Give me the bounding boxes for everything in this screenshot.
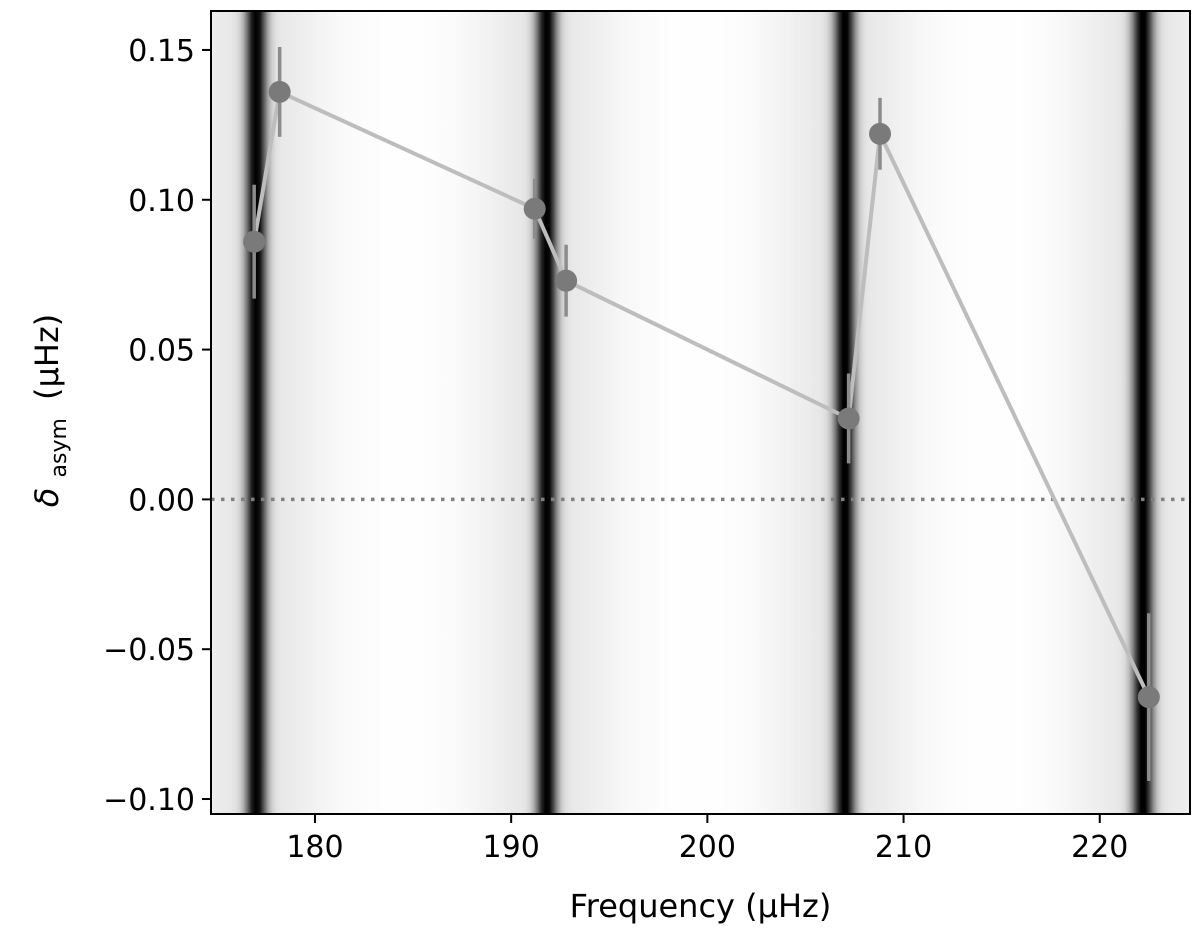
data-point (243, 230, 266, 253)
y-axis-label-symbol: δ (28, 488, 66, 508)
y-tick-label: 0.00 (128, 483, 195, 518)
density-gradient (211, 11, 1190, 814)
y-tick-label: −0.10 (103, 783, 195, 818)
density-background (211, 11, 1190, 814)
data-point (1137, 686, 1160, 709)
x-tick-label: 200 (679, 830, 736, 865)
y-axis-label-unit: (μHz) (28, 314, 66, 400)
x-axis: 180 190 200 210 220 (286, 814, 1128, 865)
plot-area (210, 10, 1191, 815)
y-tick-label: 0.05 (128, 334, 195, 369)
x-tick-label: 210 (875, 830, 932, 865)
y-axis-label-subscript: asym (47, 418, 72, 477)
x-axis-label: Frequency (μHz) (570, 887, 832, 925)
y-axis-label: δ asym (μHz) (28, 314, 74, 508)
x-tick-label: 180 (286, 830, 343, 865)
plot-frame (210, 10, 1191, 815)
y-tick-label: 0.15 (128, 34, 195, 69)
x-tick-label: 190 (483, 830, 540, 865)
data-point (555, 269, 578, 292)
y-tick-label: −0.05 (103, 633, 195, 668)
series-layer (243, 46, 1160, 782)
y-axis: 0.15 0.10 0.05 0.00 −0.05 −0.10 (103, 34, 211, 818)
data-point (869, 122, 892, 145)
x-tick-label: 220 (1071, 830, 1128, 865)
data-point (268, 80, 291, 103)
data-point (837, 407, 860, 430)
data-point (523, 197, 546, 220)
y-tick-label: 0.10 (128, 184, 195, 219)
